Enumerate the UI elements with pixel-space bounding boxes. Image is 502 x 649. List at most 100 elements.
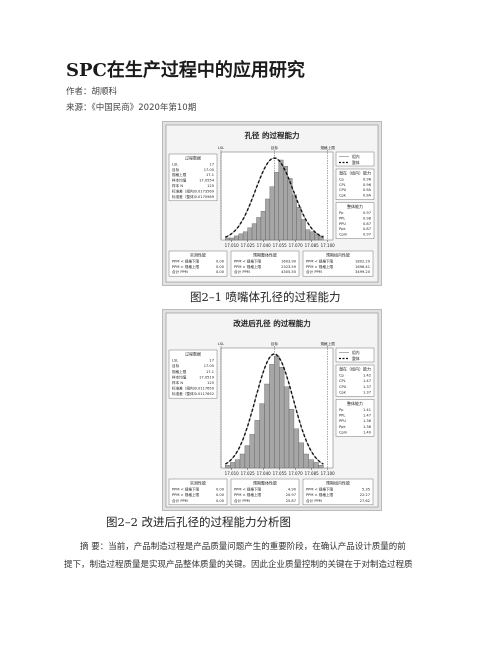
figure-1-caption: 图2–1 喷嘴体孔径的过程能力 <box>190 290 341 304</box>
histogram-bar <box>254 420 260 469</box>
potential-capability-value: 0.9A <box>363 188 372 192</box>
expected-within-performance-box <box>302 478 374 506</box>
histogram-bar <box>309 231 315 241</box>
x-tick-label: 17.085 <box>305 243 319 248</box>
histogram-bar <box>229 237 235 241</box>
histogram-bar <box>269 186 275 241</box>
histogram-bar <box>234 235 239 241</box>
expected-overall-performance-label: PPM < 规格下限 <box>234 487 262 492</box>
expected-overall-performance-value: 4.90 <box>288 488 297 492</box>
observed-performance-label: PPM < 规格下限 <box>172 487 200 492</box>
x-tick-label: 17.025 <box>241 471 255 476</box>
potential-capability-label: CPU <box>339 188 347 192</box>
potential-capability-value: 0.96 <box>363 183 372 187</box>
potential-capability-label: CPU <box>339 385 347 389</box>
overall-capability-label: Pp <box>339 408 344 412</box>
process-data-label: 标准差（整体） <box>172 194 197 199</box>
process-data-label: 规格上限 <box>172 369 187 374</box>
process-data-value: 0.0117650 <box>195 387 215 391</box>
process-data-label: 样本均值 <box>172 178 187 183</box>
overall-capability-value: 0.97 <box>363 211 371 215</box>
overall-capability-value: 1.41 <box>363 408 371 412</box>
expected-overall-performance-box <box>230 250 300 277</box>
legend-within-label: 组内 <box>352 350 360 355</box>
process-data-label: 样本 N <box>172 380 183 385</box>
process-data-box <box>168 349 218 399</box>
process-data-label: 样本均值 <box>172 374 187 379</box>
usl-label: 规格上限 <box>320 341 335 346</box>
process-data-value: 17.0554 <box>199 179 215 183</box>
process-data-value: 0.0175969 <box>195 195 215 199</box>
observed-performance-value: 0.00 <box>216 265 225 269</box>
overall-curve <box>224 353 324 465</box>
expected-within-performance-box <box>302 250 374 277</box>
observed-performance-heading: 实测性能 <box>190 480 206 486</box>
histogram-bar <box>225 465 231 469</box>
overall-capability-value: 1.36 <box>363 425 372 429</box>
process-data-value: 17 <box>209 162 214 166</box>
x-tick-label: 17.025 <box>241 243 255 248</box>
histogram-bar <box>308 459 314 469</box>
process-data-label: 标准差（组内） <box>172 386 197 391</box>
x-tick-label: 17.055 <box>273 471 287 476</box>
observed-performance-label: PPM < 规格下限 <box>172 258 200 263</box>
expected-overall-performance-value: 2323.59 <box>281 265 297 269</box>
expected-within-performance-label: 合计 PPM <box>306 269 322 274</box>
observed-performance-value: 0.00 <box>216 493 225 497</box>
author-line: 作者：胡顺科 <box>66 87 118 97</box>
potential-capability-label: Cpk <box>339 194 347 198</box>
expected-overall-performance-value: 1603.90 <box>281 259 297 263</box>
observed-performance-value: 0.00 <box>216 270 225 274</box>
figure-1: 孔径 的过程能力 LSL 目标 规格上限 17.010 17.025 17.040 17.05… <box>162 121 382 286</box>
process-data-value: 125 <box>207 184 214 188</box>
expected-within-performance-label: 合计 PPM <box>306 498 322 503</box>
potential-capability-box <box>335 364 375 397</box>
histogram-bar <box>274 355 280 469</box>
expected-overall-performance-label: PPM < 规格下限 <box>234 258 262 263</box>
histogram-bar <box>283 165 288 241</box>
observed-performance-box <box>168 250 228 277</box>
overall-capability-value: 0.87 <box>363 222 371 226</box>
histogram-bar <box>318 465 324 469</box>
observed-performance-label: PPM > 规格上限 <box>172 264 200 269</box>
histogram-bar <box>256 217 262 241</box>
potential-capability-heading: 潜在（组内）能力 <box>339 366 371 372</box>
potential-capability-label: CPL <box>339 183 346 187</box>
expected-within-performance-heading: 预期组内性能 <box>326 252 350 258</box>
process-data-heading: 过程数据 <box>185 155 201 161</box>
potential-capability-box <box>335 168 375 200</box>
source-line: 来源：《中国民商》2020年第10期 <box>66 103 197 113</box>
overall-capability-value: 0.98 <box>363 216 372 220</box>
overall-capability-value: 0.97 <box>363 233 371 237</box>
process-data-label: 标准差（整体） <box>172 391 197 396</box>
process-data-value: 17.0519 <box>199 375 215 379</box>
overall-capability-box <box>335 399 375 437</box>
observed-performance-label: 合计 PPM <box>172 498 188 503</box>
legend-overall-label: 整体 <box>352 160 360 165</box>
overall-capability-value: 1.40 <box>363 430 372 434</box>
histogram-bar <box>296 207 302 241</box>
overall-capability-heading: 整体能力 <box>347 203 363 209</box>
histogram-bar <box>229 462 236 469</box>
figure-2-caption: 图2–2 改进后孔径的过程能力分析图 <box>106 515 292 529</box>
overall-capability-label: Ppk <box>339 425 346 429</box>
process-data-label: 目标 <box>172 363 180 368</box>
expected-overall-performance-value: 4305.50 <box>281 270 297 274</box>
observed-performance-label: 合计 PPM <box>172 269 188 274</box>
x-tick-label: 17.070 <box>289 243 303 248</box>
histogram-bar <box>279 367 285 469</box>
process-data-label: 标准差（组内） <box>172 188 197 193</box>
expected-within-performance-value: 3499.20 <box>355 270 371 274</box>
process-data-label: 目标 <box>172 167 180 172</box>
expected-within-performance-label: PPM < 规格下限 <box>306 487 334 492</box>
observed-performance-box <box>168 478 228 506</box>
process-data-value: 17 <box>209 359 214 363</box>
process-data-heading: 过程数据 <box>185 351 201 357</box>
process-data-value: 17.05 <box>204 364 214 368</box>
x-tick-label: 17.055 <box>273 243 287 248</box>
expected-overall-performance-value: 20.97 <box>286 493 296 497</box>
legend-overall-label: 整体 <box>352 356 360 361</box>
process-data-value: 0.0173569 <box>195 189 215 193</box>
